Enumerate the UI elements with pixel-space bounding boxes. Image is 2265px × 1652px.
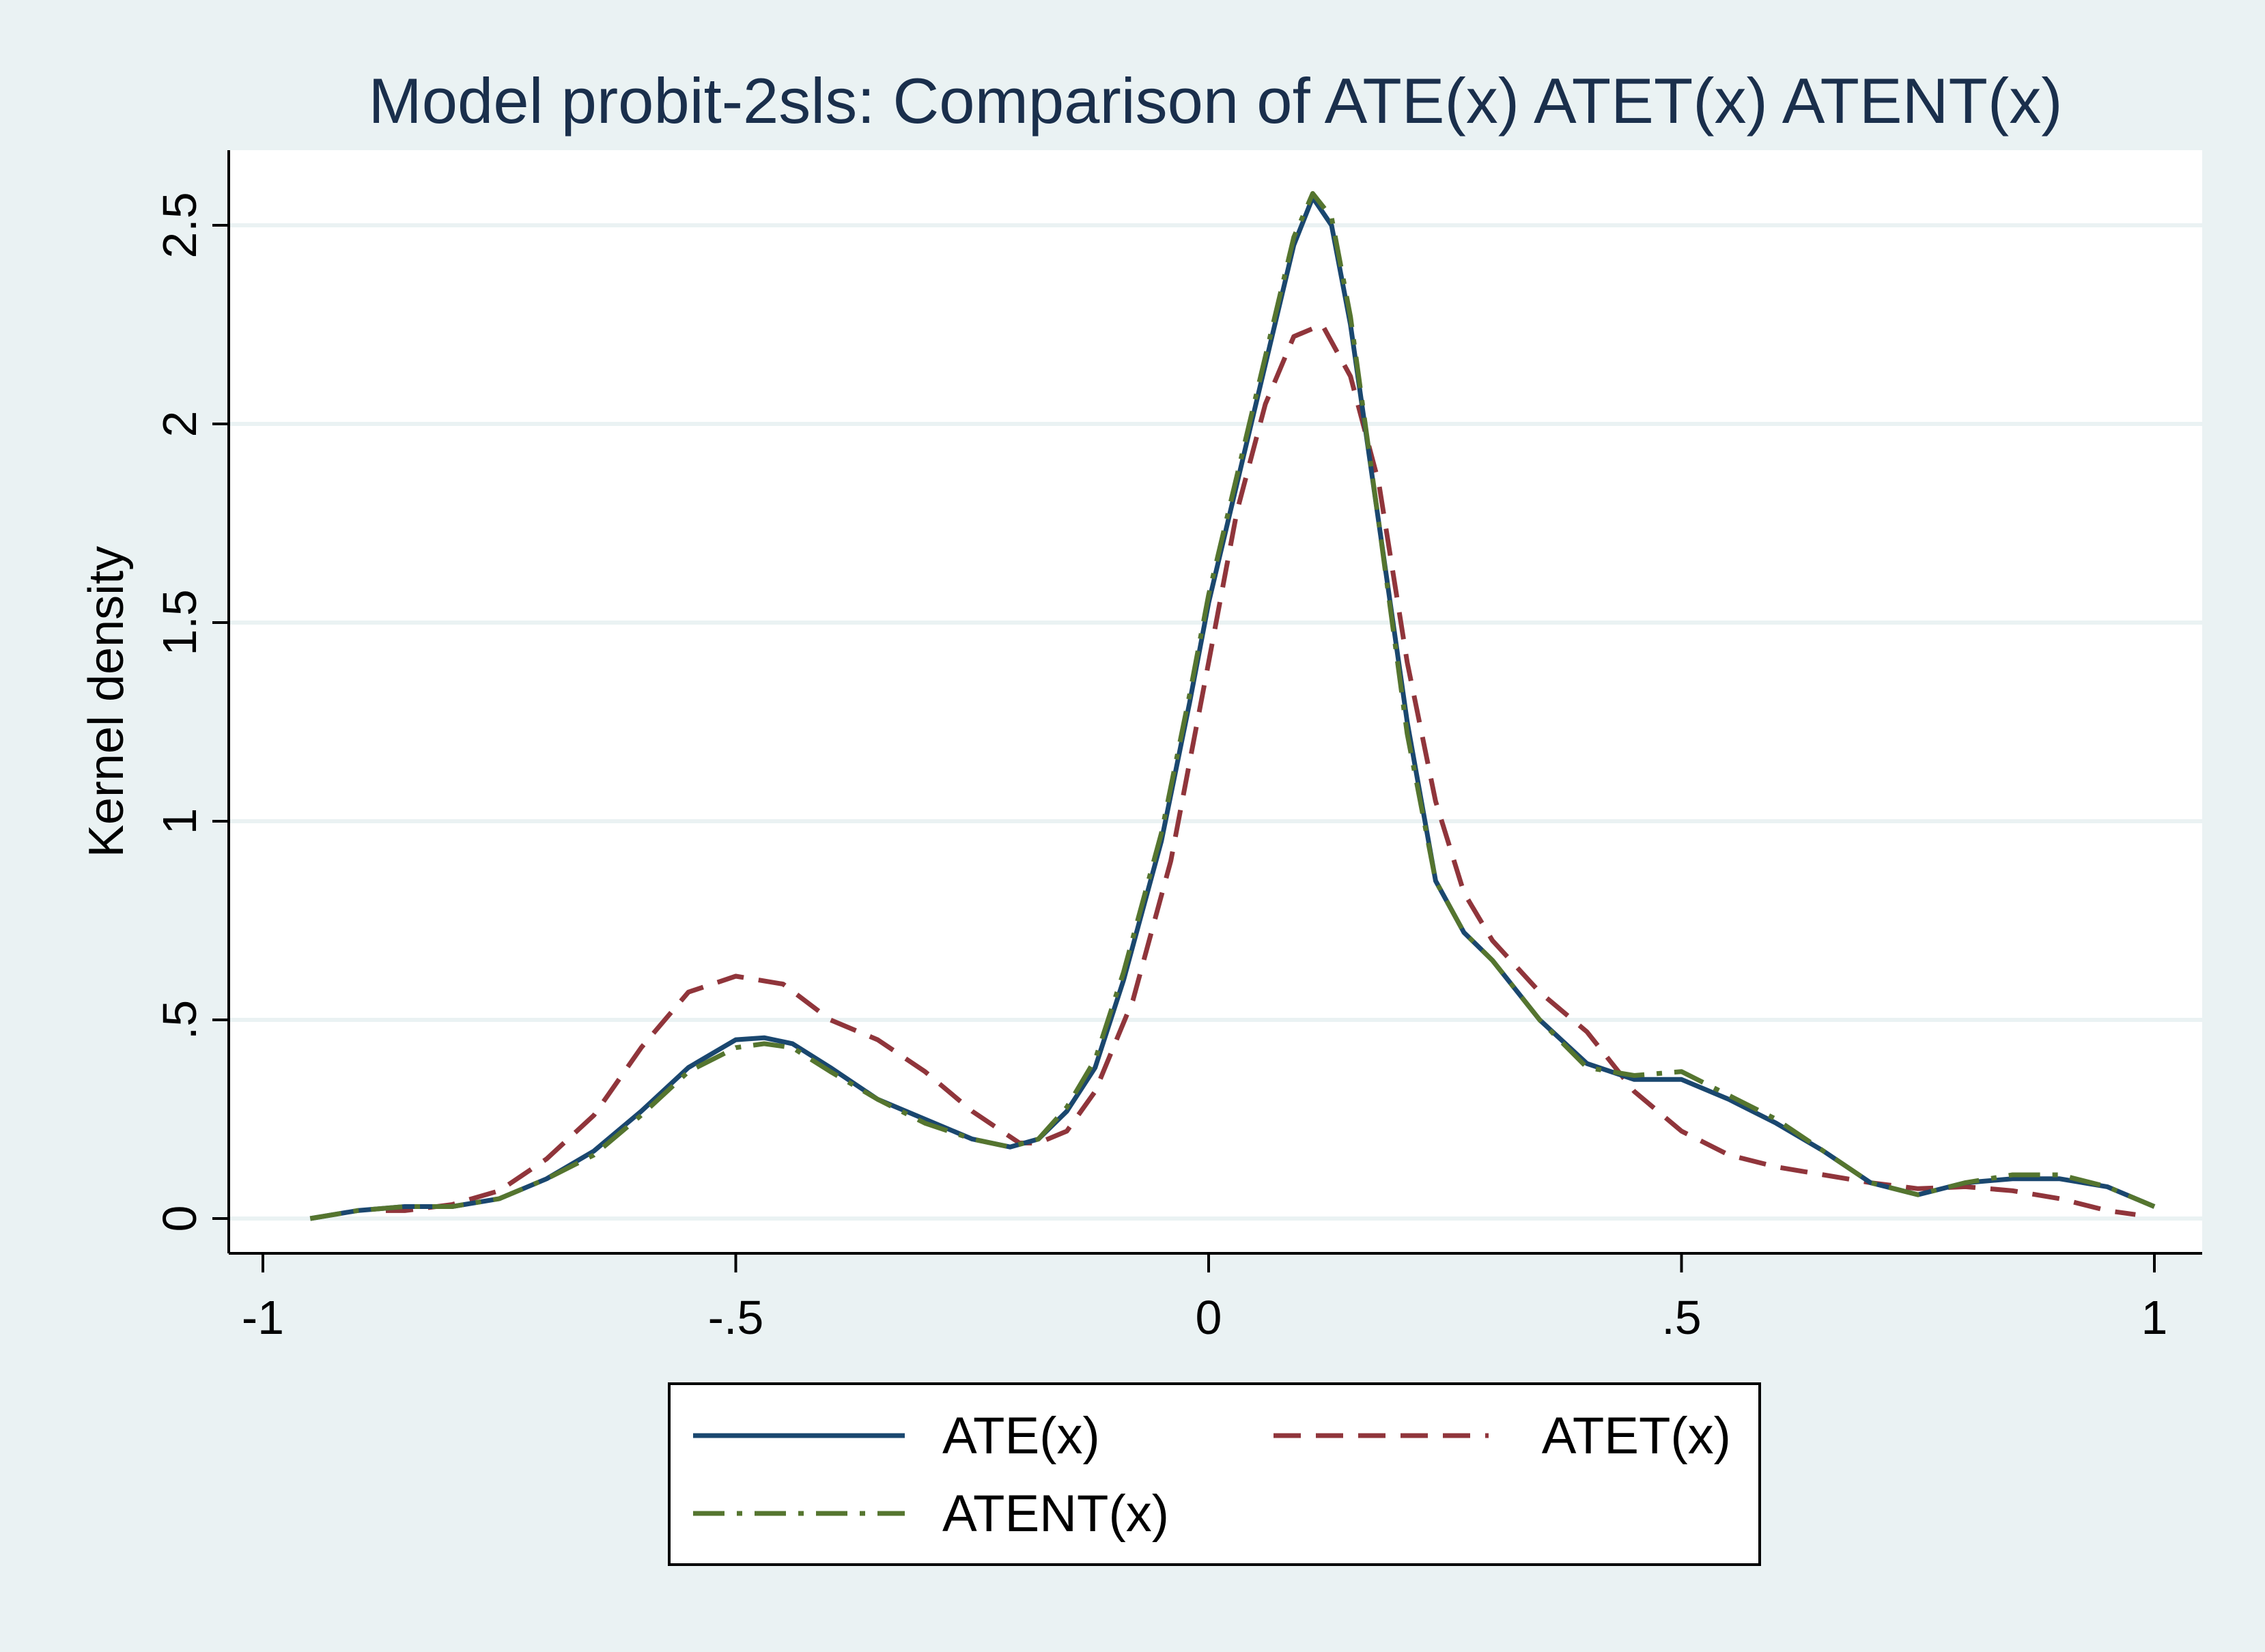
legend-label: ATET(x) bbox=[1542, 1407, 1731, 1465]
x-tick-label: .5 bbox=[1661, 1291, 1701, 1344]
legend-box bbox=[668, 1382, 1761, 1566]
y-tick-label: 2 bbox=[153, 411, 206, 438]
x-tick-label: 1 bbox=[2141, 1291, 2168, 1344]
legend-label: ATE(x) bbox=[942, 1407, 1100, 1465]
chart-title: Model probit-2sls: Comparison of ATE(x) … bbox=[368, 65, 2062, 137]
x-axis: -1 -.5 0 .5 1 bbox=[229, 1252, 2202, 1344]
y-tick-label: 1 bbox=[153, 808, 206, 835]
legend-label: ATENT(x) bbox=[942, 1485, 1169, 1543]
series-line-atentx bbox=[309, 190, 2156, 1221]
legend: ATE(x) ATET(x) ATENT(x) bbox=[668, 1382, 1761, 1566]
y-tick-label: 2.5 bbox=[153, 192, 206, 258]
y-tick-label: 0 bbox=[153, 1206, 206, 1232]
y-axis-label: Kernel density bbox=[79, 546, 134, 857]
x-tick-label: 0 bbox=[1196, 1291, 1222, 1344]
series-line-atetx bbox=[386, 322, 2136, 1217]
y-tick-label: 1.5 bbox=[153, 589, 206, 655]
series-lines bbox=[309, 190, 2156, 1221]
x-tick-label: -.5 bbox=[708, 1291, 764, 1344]
y-tick-label: .5 bbox=[153, 1000, 206, 1040]
x-tick-label: -1 bbox=[242, 1291, 284, 1344]
y-axis: 0 .5 1 1.5 2 2.5 bbox=[153, 150, 230, 1253]
plot-area bbox=[229, 150, 2202, 1253]
